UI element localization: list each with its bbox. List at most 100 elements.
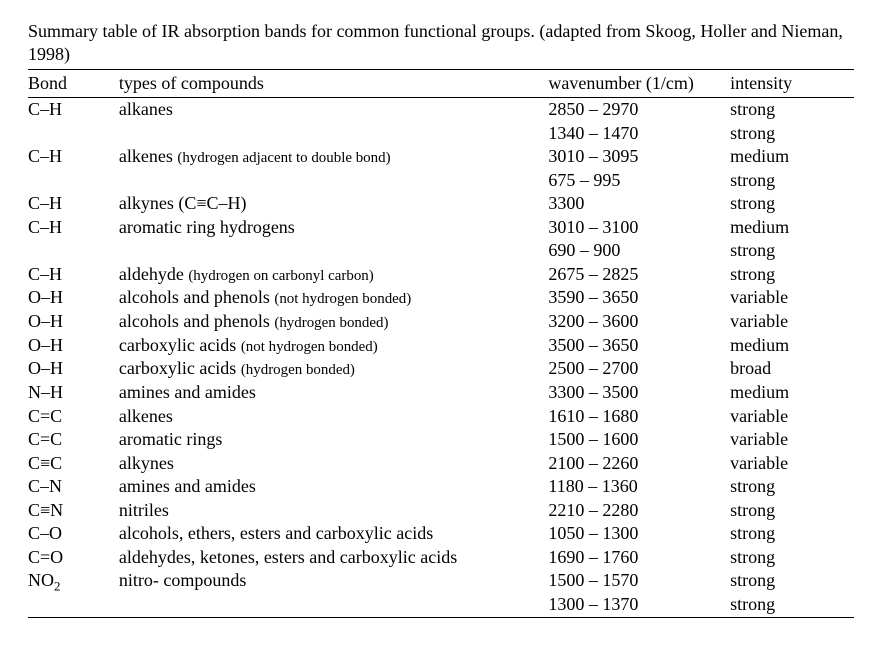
cell-intensity: strong [730,545,854,569]
cell-intensity: variable [730,310,854,334]
cell-intensity: strong [730,168,854,192]
cell-intensity: medium [730,215,854,239]
header-wavenumber: wavenumber (1/cm) [548,70,730,98]
cell-compound: aldehydes, ketones, esters and carboxyli… [119,545,549,569]
cell-wavenumber: 1180 – 1360 [548,475,730,499]
table-caption: Summary table of IR absorption bands for… [28,20,854,65]
cell-intensity: medium [730,145,854,169]
cell-wavenumber: 1300 – 1370 [548,592,730,618]
cell-compound: alkanes [119,97,549,121]
compound-main: alkanes [119,99,173,119]
ir-absorption-table: Bond types of compounds wavenumber (1/cm… [28,69,854,618]
cell-wavenumber: 3200 – 3600 [548,310,730,334]
compound-paren: (hydrogen bonded) [241,362,355,378]
cell-compound: alkynes (C≡C–H) [119,192,549,216]
cell-intensity: variable [730,286,854,310]
compound-main: aromatic ring hydrogens [119,217,295,237]
cell-compound: nitriles [119,498,549,522]
cell-compound: amines and amides [119,475,549,499]
cell-compound: carboxylic acids (hydrogen bonded) [119,357,549,381]
table-row: C≡Nnitriles2210 – 2280strong [28,498,854,522]
cell-bond: C≡C [28,451,119,475]
cell-bond: O–H [28,286,119,310]
cell-intensity: variable [730,404,854,428]
cell-intensity: variable [730,451,854,475]
compound-main: alcohols, ethers, esters and carboxylic … [119,523,433,543]
cell-compound [119,121,549,145]
cell-compound: nitro- compounds [119,569,549,593]
compound-main: aldehydes, ketones, esters and carboxyli… [119,547,457,567]
compound-paren: (not hydrogen bonded) [274,291,411,307]
compound-paren: (not hydrogen bonded) [241,339,378,355]
cell-intensity: medium [730,381,854,405]
header-bond: Bond [28,70,119,98]
cell-wavenumber: 2850 – 2970 [548,97,730,121]
header-compound: types of compounds [119,70,549,98]
cell-intensity: strong [730,239,854,263]
cell-bond: C=O [28,545,119,569]
cell-wavenumber: 3010 – 3095 [548,145,730,169]
cell-bond: C–H [28,97,119,121]
cell-wavenumber: 2500 – 2700 [548,357,730,381]
cell-bond: O–H [28,310,119,334]
cell-wavenumber: 690 – 900 [548,239,730,263]
cell-wavenumber: 3010 – 3100 [548,215,730,239]
table-row: N–Hamines and amides3300 – 3500medium [28,381,854,405]
compound-main: amines and amides [119,382,256,402]
cell-wavenumber: 1500 – 1570 [548,569,730,593]
table-row: O–Halcohols and phenols (hydrogen bonded… [28,310,854,334]
cell-bond: C–H [28,215,119,239]
compound-main: alkynes [119,453,174,473]
table-row: 1340 – 1470strong [28,121,854,145]
table-row: O–Hcarboxylic acids (not hydrogen bonded… [28,333,854,357]
cell-compound: carboxylic acids (not hydrogen bonded) [119,333,549,357]
cell-bond: C=C [28,404,119,428]
table-row: C–Halkanes 2850 – 2970strong [28,97,854,121]
cell-compound: aromatic rings [119,428,549,452]
cell-bond [28,239,119,263]
cell-bond: N–H [28,381,119,405]
cell-bond: O–H [28,333,119,357]
table-row: O–Halcohols and phenols (not hydrogen bo… [28,286,854,310]
table-body: C–Halkanes2850 – 2970strong1340 – 1470st… [28,97,854,618]
cell-compound [119,168,549,192]
cell-compound [119,592,549,618]
cell-wavenumber: 1340 – 1470 [548,121,730,145]
compound-main: alkenes [119,146,177,166]
cell-intensity: strong [730,262,854,286]
table-row: C–Haldehyde (hydrogen on carbonyl carbon… [28,262,854,286]
cell-wavenumber: 3500 – 3650 [548,333,730,357]
cell-bond [28,168,119,192]
cell-wavenumber: 2100 – 2260 [548,451,730,475]
cell-bond: C–H [28,262,119,286]
cell-wavenumber: 2210 – 2280 [548,498,730,522]
table-row: C–Halkynes (C≡C–H)3300strong [28,192,854,216]
cell-bond: C–O [28,522,119,546]
table-row: C–Halkenes (hydrogen adjacent to double … [28,145,854,169]
cell-intensity: medium [730,333,854,357]
compound-main: carboxylic acids [119,358,241,378]
cell-intensity: strong [730,592,854,618]
compound-main: alkenes [119,406,173,426]
cell-bond [28,592,119,618]
cell-bond: C≡N [28,498,119,522]
table-header-row: Bond types of compounds wavenumber (1/cm… [28,70,854,98]
compound-main: amines and amides [119,476,256,496]
cell-compound: aldehyde (hydrogen on carbonyl carbon) [119,262,549,286]
cell-intensity: strong [730,475,854,499]
table-row: 1300 – 1370strong [28,592,854,618]
compound-main: alkynes (C≡C–H) [119,193,247,213]
compound-main: alcohols and phenols [119,287,274,307]
cell-bond: C–H [28,192,119,216]
cell-intensity: strong [730,97,854,121]
cell-wavenumber: 1690 – 1760 [548,545,730,569]
table-row: C–Oalcohols, ethers, esters and carboxyl… [28,522,854,546]
cell-wavenumber: 3590 – 3650 [548,286,730,310]
cell-wavenumber: 1610 – 1680 [548,404,730,428]
cell-intensity: strong [730,192,854,216]
cell-compound: alkynes [119,451,549,475]
cell-wavenumber: 1050 – 1300 [548,522,730,546]
compound-paren: (hydrogen on carbonyl carbon) [188,268,373,284]
cell-intensity: broad [730,357,854,381]
table-row: 690 – 900strong [28,239,854,263]
